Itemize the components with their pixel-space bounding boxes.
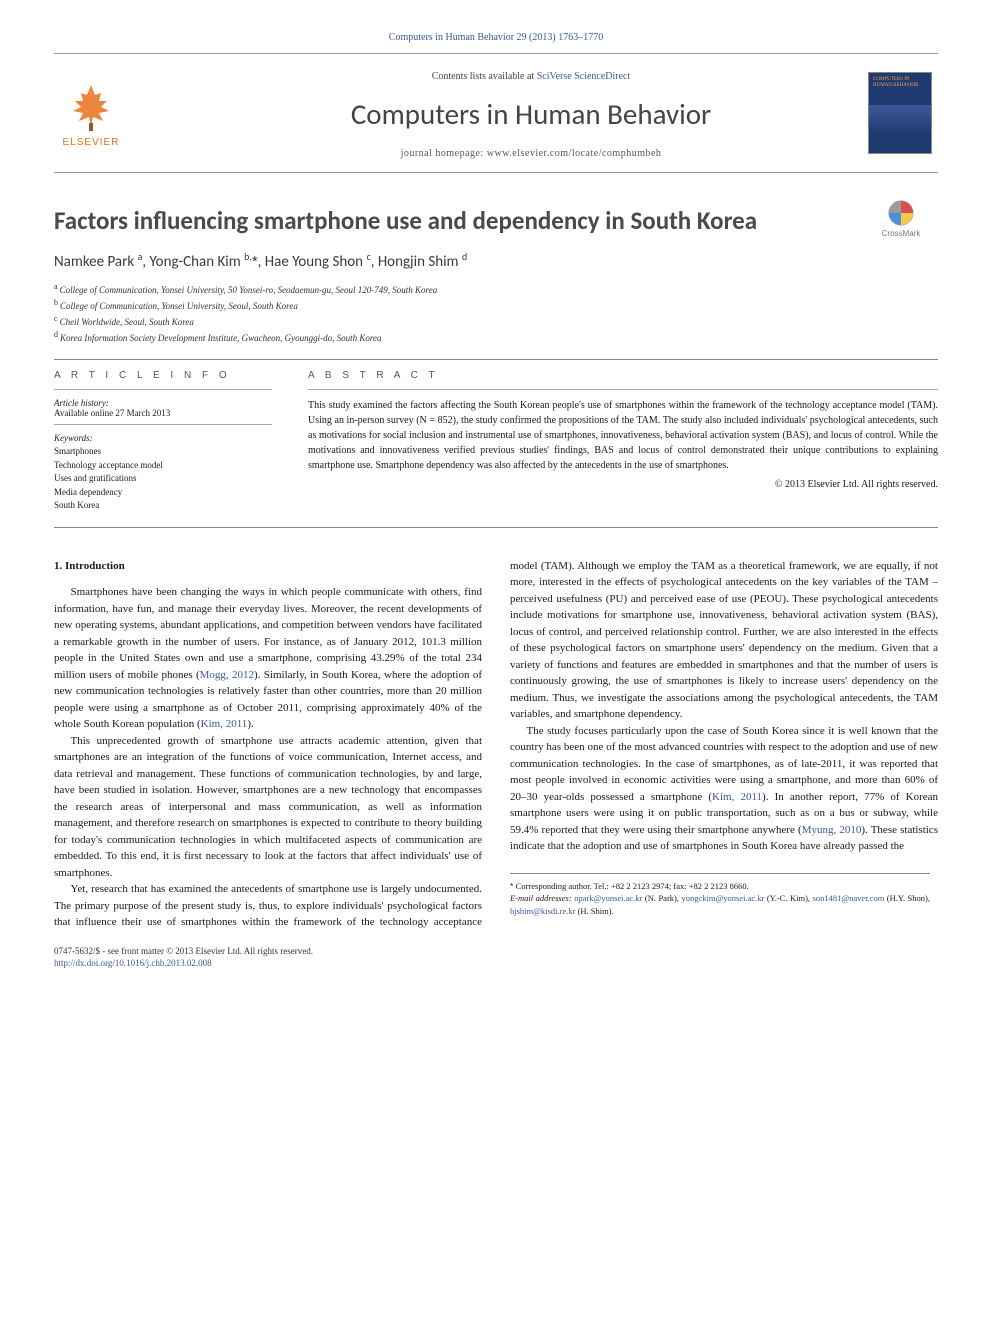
- corresponding-footnote: * Corresponding author. Tel.: +82 2 2123…: [510, 880, 930, 893]
- article-info-heading: A R T I C L E I N F O: [54, 370, 272, 381]
- affiliations: aCollege of Communication, Yonsei Univer…: [54, 281, 938, 345]
- elsevier-label: ELSEVIER: [63, 137, 120, 148]
- journal-cover-title: COMPUTERS IN HUMAN BEHAVIOR: [869, 73, 931, 88]
- abstract-heading: A B S T R A C T: [308, 370, 938, 381]
- citation-link[interactable]: Mogg, 2012: [200, 669, 254, 681]
- history-label: Article history:: [54, 398, 272, 408]
- article-title: Factors influencing smartphone use and d…: [54, 205, 938, 236]
- body-paragraph: The study focuses particularly upon the …: [510, 723, 938, 855]
- email-link[interactable]: hjshim@kisdi.re.kr: [510, 906, 575, 916]
- email-link[interactable]: npark@yonsei.ac.kr: [574, 893, 642, 903]
- email-label: E-mail addresses:: [510, 893, 572, 903]
- info-divider-2: [54, 424, 272, 425]
- keyword: Media dependency: [54, 486, 272, 500]
- elsevier-logo: ELSEVIER: [54, 79, 124, 148]
- history-text: Available online 27 March 2013: [54, 408, 272, 418]
- citation-link[interactable]: Kim, 2011: [712, 791, 762, 803]
- keyword: Smartphones: [54, 445, 272, 459]
- affiliation: dKorea Information Society Development I…: [54, 329, 938, 345]
- elsevier-tree-icon: [63, 79, 119, 135]
- email-link[interactable]: yongckim@yonsei.ac.kr: [681, 893, 764, 903]
- citation-link[interactable]: Myung, 2010: [802, 824, 862, 836]
- info-abstract-row: A R T I C L E I N F O Article history: A…: [54, 359, 938, 528]
- abstract: A B S T R A C T This study examined the …: [290, 360, 938, 527]
- section-1-heading: 1. Introduction: [54, 558, 482, 575]
- abstract-divider: [308, 389, 938, 390]
- body-text: 1. Introduction Smartphones have been ch…: [54, 558, 938, 931]
- footnotes: * Corresponding author. Tel.: +82 2 2123…: [510, 873, 930, 918]
- sciencedirect-link[interactable]: SciVerse ScienceDirect: [537, 71, 631, 82]
- banner-center: Contents lists available at SciVerse Sci…: [124, 67, 938, 159]
- issn-line: 0747-5632/$ - see front matter © 2013 El…: [54, 945, 938, 958]
- crossmark-icon: [887, 199, 915, 227]
- contents-prefix: Contents lists available at: [432, 71, 537, 82]
- info-divider-1: [54, 389, 272, 390]
- contents-line: Contents lists available at SciVerse Sci…: [124, 71, 938, 82]
- email-link[interactable]: son1481@naver.com: [813, 893, 885, 903]
- homepage-url[interactable]: www.elsevier.com/locate/comphumbeh: [487, 148, 662, 159]
- keyword: South Korea: [54, 499, 272, 513]
- affiliation: cCheil Worldwide, Seoul, South Korea: [54, 313, 938, 329]
- crossmark-label: CrossMark: [864, 229, 938, 238]
- homepage-prefix: journal homepage:: [401, 148, 487, 159]
- abstract-copyright: © 2013 Elsevier Ltd. All rights reserved…: [308, 479, 938, 490]
- keywords-label: Keywords:: [54, 433, 272, 443]
- homepage-line: journal homepage: www.elsevier.com/locat…: [124, 148, 938, 159]
- author-list: Namkee Park a, Yong-Chan Kim b,*, Hae Yo…: [54, 250, 938, 271]
- journal-name: Computers in Human Behavior: [124, 96, 938, 132]
- body-paragraph: Smartphones have been changing the ways …: [54, 584, 482, 733]
- emails: npark@yonsei.ac.kr (N. Park), yongckim@y…: [510, 893, 930, 916]
- crossmark-badge[interactable]: CrossMark: [864, 199, 938, 238]
- email-footnote: E-mail addresses: npark@yonsei.ac.kr (N.…: [510, 892, 930, 918]
- keyword: Uses and gratifications: [54, 472, 272, 486]
- abstract-text: This study examined the factors affectin…: [308, 398, 938, 473]
- keyword: Technology acceptance model: [54, 459, 272, 473]
- keywords-list: SmartphonesTechnology acceptance modelUs…: [54, 445, 272, 513]
- journal-cover-strip: [869, 105, 931, 135]
- bottom-meta: 0747-5632/$ - see front matter © 2013 El…: [54, 945, 938, 970]
- doi-link[interactable]: http://dx.doi.org/10.1016/j.chb.2013.02.…: [54, 958, 212, 968]
- affiliation: bCollege of Communication, Yonsei Univer…: [54, 297, 938, 313]
- article-info: A R T I C L E I N F O Article history: A…: [54, 360, 290, 527]
- citation-header: Computers in Human Behavior 29 (2013) 17…: [54, 32, 938, 43]
- body-paragraph: This unprecedented growth of smartphone …: [54, 733, 482, 882]
- journal-banner: ELSEVIER Contents lists available at Sci…: [54, 53, 938, 173]
- citation-link[interactable]: Kim, 2011: [201, 718, 248, 730]
- doi-line: http://dx.doi.org/10.1016/j.chb.2013.02.…: [54, 957, 938, 970]
- journal-cover-thumb: COMPUTERS IN HUMAN BEHAVIOR: [868, 72, 932, 154]
- affiliation: aCollege of Communication, Yonsei Univer…: [54, 281, 938, 297]
